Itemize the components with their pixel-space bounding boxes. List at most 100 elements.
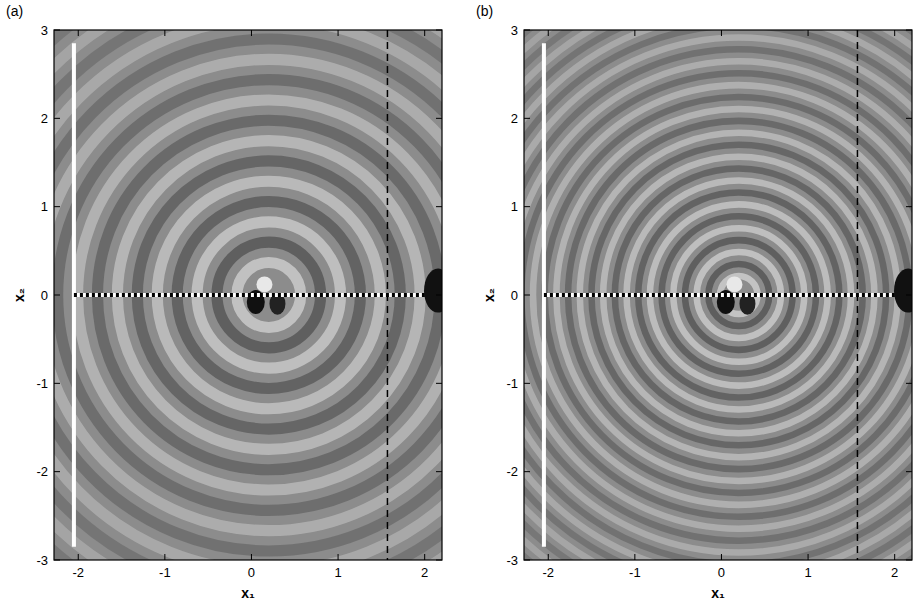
y-tick [54,206,60,207]
wave-ring [524,30,912,560]
y-tick-label: 3 [511,23,518,38]
wave-ring [524,30,912,560]
y-tick [54,295,60,296]
x-tick [338,30,339,36]
y-tick [436,295,442,296]
y-tick [906,206,912,207]
y-tick [54,30,60,31]
y-tick-label: 0 [41,288,48,303]
y-tick-label: 1 [41,199,48,214]
wave-ring [524,49,912,540]
x-tick-label: 2 [421,565,428,580]
x-tick [548,554,549,560]
source-blob [256,276,272,292]
y-tick [906,295,912,296]
plot-frame [524,30,912,560]
wave-ring [524,30,912,560]
y-tick [906,383,912,384]
y-tick-label: -3 [36,553,48,568]
x-tick [164,30,165,36]
x-tick [164,554,165,560]
y-tick [436,471,442,472]
wave-ring [54,30,442,560]
x-tick-label: 2 [891,565,898,580]
y-tick [436,118,442,119]
wave-ring [524,30,912,560]
x-tick [634,30,635,36]
wave-ring [58,80,442,511]
y-tick [906,471,912,472]
x-tick-label: 0 [248,565,255,580]
wave-ring [524,73,912,517]
wave-ring [524,30,912,560]
y-tick [524,118,530,119]
y-tick-label: -1 [506,376,518,391]
y-tick [54,383,60,384]
x-tick-label: -1 [629,565,641,580]
x-tick-label: -2 [72,565,84,580]
x-axis-title: x₁ [711,585,725,601]
x-tick-label: -2 [542,565,554,580]
y-tick [906,30,912,31]
y-tick [436,206,442,207]
y-tick [54,118,60,119]
y-tick [436,383,442,384]
x-tick [721,554,722,560]
y-tick [54,560,60,561]
wave-ring [524,30,912,560]
x-tick-label: 1 [334,565,341,580]
x-axis-title: x₁ [241,585,255,601]
wave-ring [54,30,442,560]
x-tick [808,554,809,560]
x-tick-label: -1 [159,565,171,580]
source-blob [726,276,742,292]
y-tick-label: -2 [36,464,48,479]
y-tick-label: -3 [506,553,518,568]
y-tick [436,560,442,561]
x-tick [808,30,809,36]
reference-line [387,30,389,560]
outflow-blob [424,269,442,313]
wave-ring [524,37,912,552]
figure: -2-1012-3-2-10123x₁x₂(a)-2-1012-3-2-1012… [0,0,924,608]
field [54,30,442,560]
y-tick [524,383,530,384]
wave-ring [524,30,912,560]
x-tick [548,30,549,36]
field [524,30,912,560]
x-tick [78,554,79,560]
plot-frame [54,30,442,560]
x-tick [721,30,722,36]
wave-ring [54,30,442,560]
wave-ring [54,30,442,560]
y-tick [906,118,912,119]
wave-ring [54,30,442,560]
wave-ring [524,30,912,560]
wave-ring [54,30,442,560]
x-tick [251,30,252,36]
x-tick [338,554,339,560]
wave-ring [524,61,912,528]
x-tick [78,30,79,36]
y-tick [54,471,60,472]
x-tick [424,30,425,36]
wave-ring [54,59,442,530]
x-tick [894,30,895,36]
reference-line [857,30,859,560]
y-tick [524,30,530,31]
y-tick-label: 2 [511,111,518,126]
wave-ring [524,30,912,560]
panel-label: (a) [6,3,23,19]
wave-ring [54,30,442,560]
x-tick-label: 0 [718,565,725,580]
y-tick [524,471,530,472]
x-tick [424,554,425,560]
panel: -2-1012-3-2-10123x₁x₂(b) [311,0,924,608]
wave-ring [524,30,912,560]
wave-ring [524,30,912,560]
y-tick [524,206,530,207]
y-tick [524,560,530,561]
wave-ring [524,30,912,560]
outflow-blob [894,269,912,313]
wave-ring [533,85,912,505]
